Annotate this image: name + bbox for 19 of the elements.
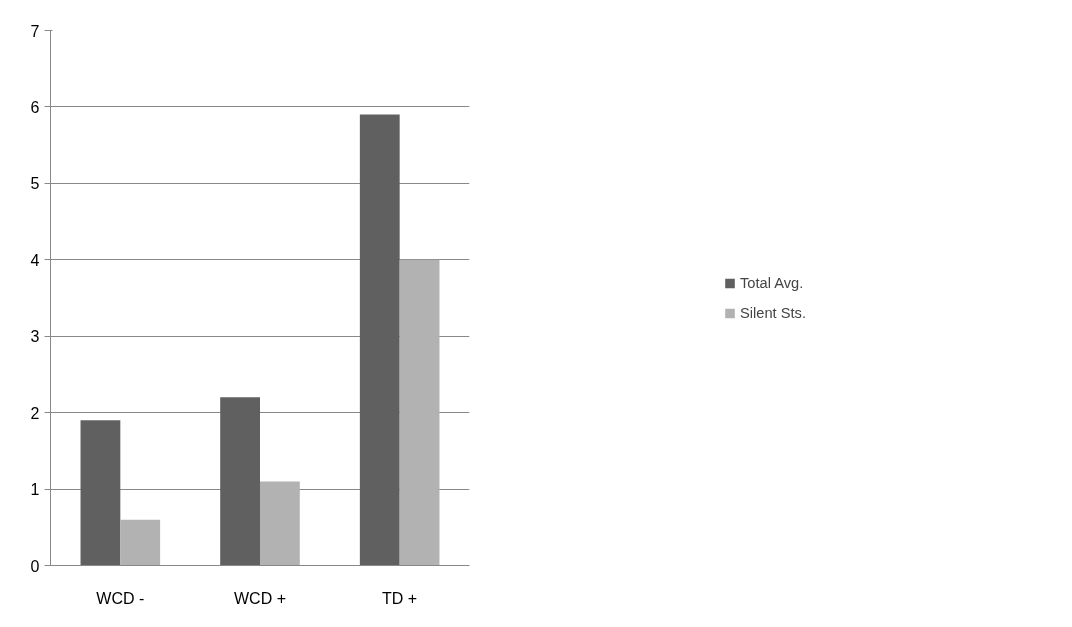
bar [220,397,260,566]
x-tick-label: WCD + [234,589,286,607]
x-tick-label: TD + [382,589,418,607]
y-tick-label: 0 [30,557,40,575]
bar [120,519,161,566]
y-tick-label: 2 [30,404,40,422]
y-tick-label: 3 [30,328,40,346]
y-tick-label: 5 [30,175,40,193]
y-tick-label: 6 [30,98,40,116]
y-tick-label: 1 [30,481,40,499]
bar [359,114,400,566]
bar [399,259,440,566]
bar [260,481,300,566]
y-tick-label: 4 [30,251,40,269]
x-tick-label: WCD - [96,589,145,607]
legend-label: Total Avg. [740,274,804,291]
bar [80,420,121,566]
y-tick-label: 7 [30,22,40,40]
legend-label: Silent Sts. [740,304,806,321]
